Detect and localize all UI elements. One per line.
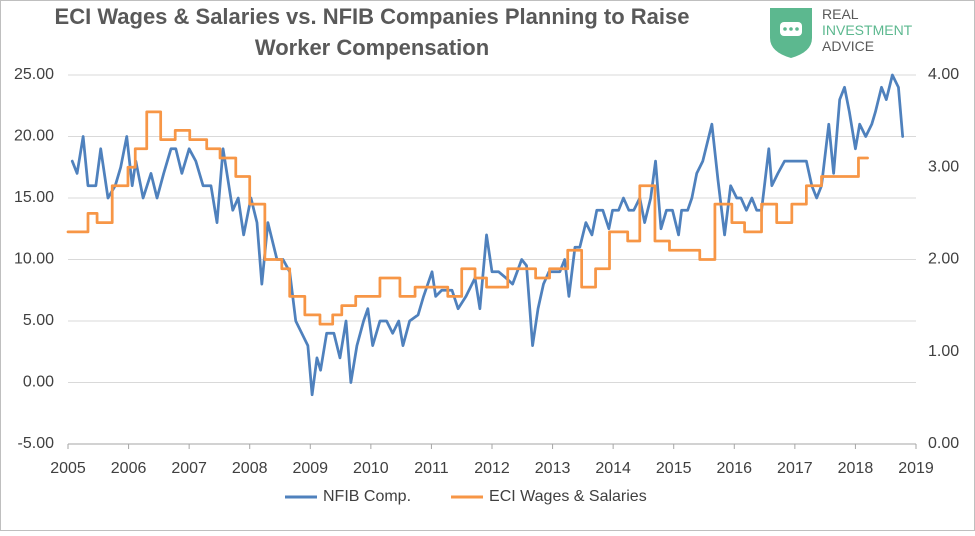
logo-text: ADVICE (822, 38, 874, 54)
x-tick-label: 2015 (656, 460, 692, 477)
y-tick-label: 5.00 (23, 312, 54, 329)
y-tick-label: 15.00 (14, 189, 54, 206)
x-tick-label: 2007 (171, 460, 207, 477)
x-tick-label: 2018 (838, 460, 874, 477)
y-tick-label: 20.00 (14, 128, 54, 145)
y-tick-label: 10.00 (14, 251, 54, 268)
logo-dot (795, 27, 799, 31)
x-tick-label: 2006 (111, 460, 147, 477)
series-line (70, 73, 905, 397)
y2-tick-label: 4.00 (928, 66, 959, 83)
logo-text: INVESTMENT (822, 22, 913, 38)
y2-tick-label: 1.00 (928, 343, 959, 360)
x-tick-label: 2009 (292, 460, 328, 477)
logo-dot (783, 27, 787, 31)
y-tick-label: -5.00 (18, 435, 55, 452)
x-tick-label: 2012 (474, 460, 510, 477)
x-tick-label: 2010 (353, 460, 389, 477)
x-tick-label: 2005 (50, 460, 86, 477)
chart-title: ECI Wages & Salaries vs. NFIB Companies … (55, 4, 690, 29)
x-tick-label: 2014 (595, 460, 631, 477)
series-line (66, 110, 869, 326)
y2-tick-label: 3.00 (928, 158, 959, 175)
legend-item: ECI Wages & Salaries (451, 488, 647, 505)
legend-label: ECI Wages & Salaries (489, 488, 647, 505)
logo: REAL INVESTMENT ADVICE (770, 6, 913, 58)
y2-tick-label: 2.00 (928, 251, 959, 268)
chart-title: Worker Compensation (255, 35, 489, 60)
logo-text: REAL (822, 6, 859, 22)
y-tick-label: 25.00 (14, 66, 54, 83)
y2-tick-label: 0.00 (928, 435, 959, 452)
x-tick-label: 2017 (777, 460, 813, 477)
x-tick-label: 2011 (414, 460, 449, 477)
legend-item: NFIB Comp. (285, 488, 411, 505)
x-tick-label: 2019 (898, 460, 934, 477)
x-tick-label: 2008 (232, 460, 268, 477)
y-tick-label: 0.00 (23, 374, 54, 391)
logo-dot (789, 27, 793, 31)
x-tick-label: 2016 (716, 460, 752, 477)
legend-label: NFIB Comp. (323, 488, 411, 505)
x-tick-label: 2013 (535, 460, 571, 477)
